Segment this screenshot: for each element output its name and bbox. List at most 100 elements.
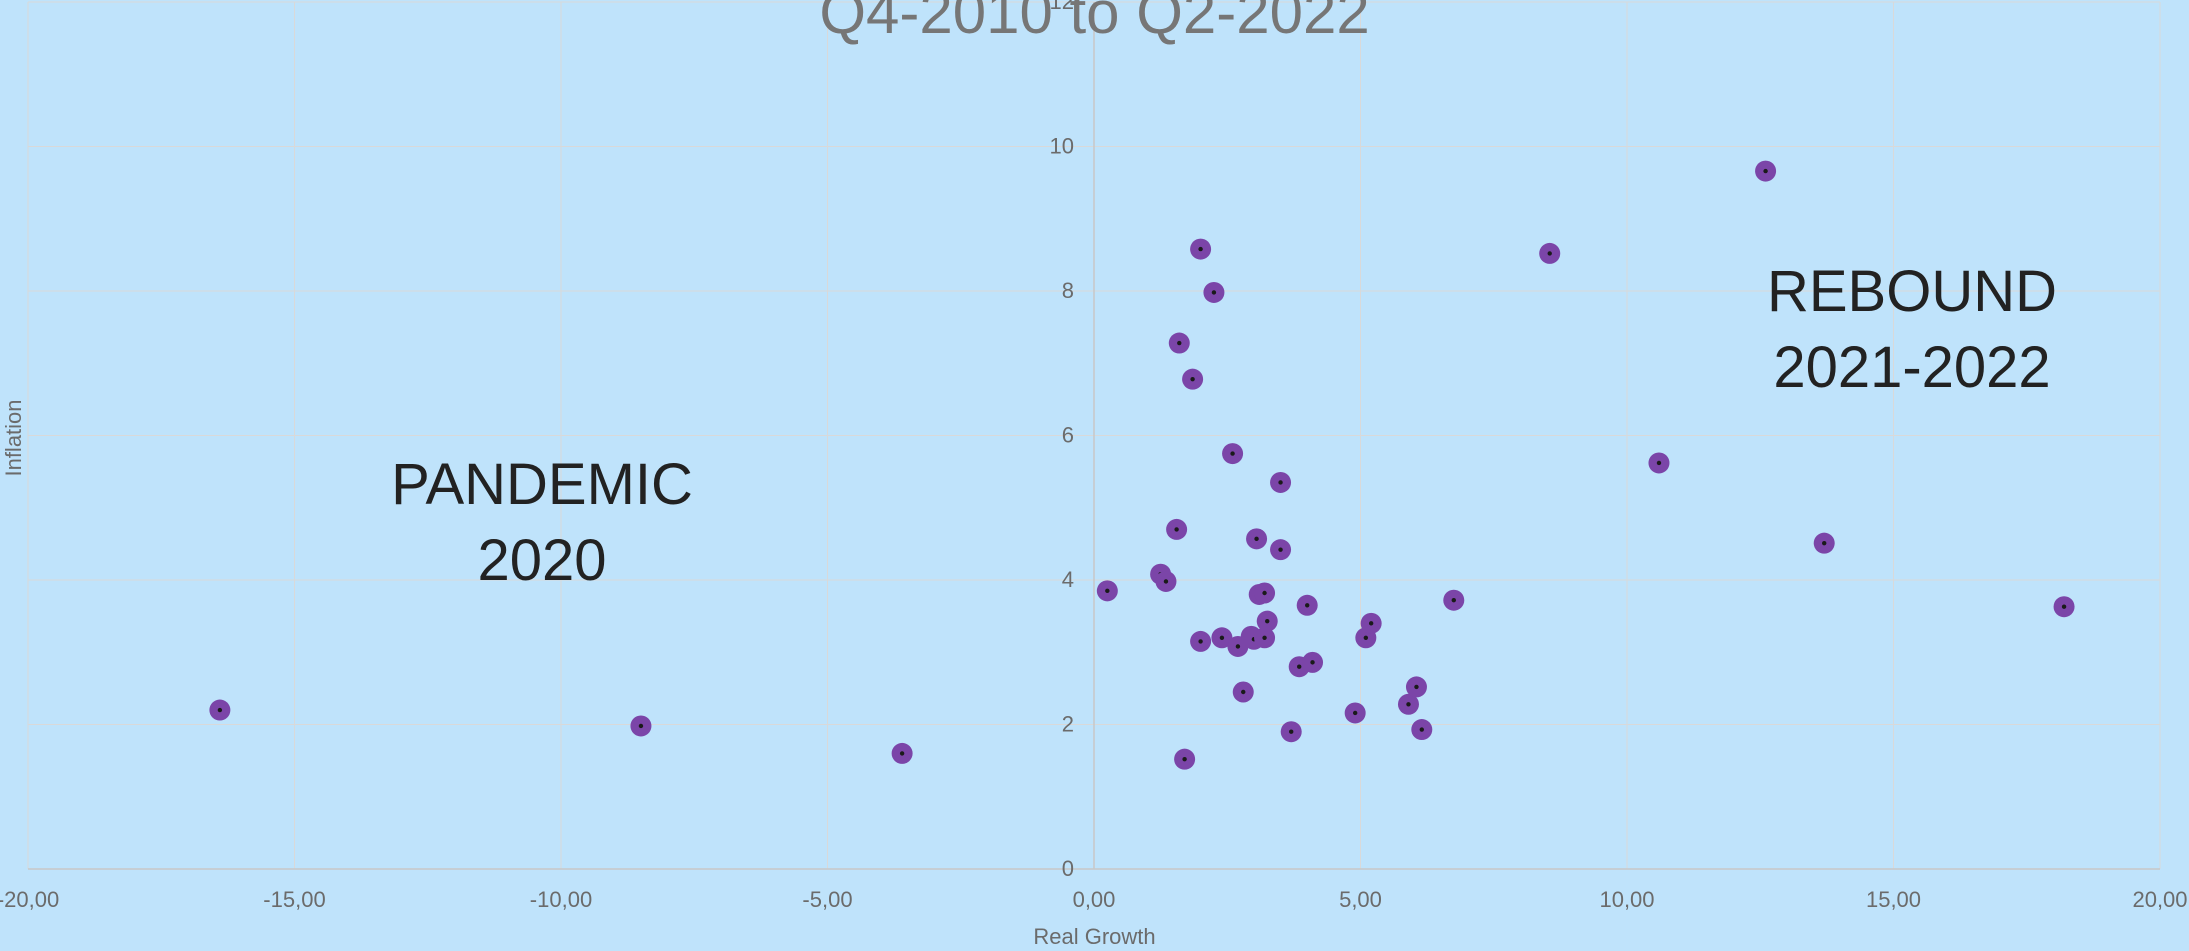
y-tick-label: 10 (1050, 134, 1074, 159)
data-point-center (1352, 710, 1358, 716)
data-point-center (1241, 689, 1246, 695)
data-point-center (1451, 598, 1456, 603)
annotation-pandemic-line1: PANDEMIC (391, 452, 693, 517)
data-point-center (1297, 664, 1302, 669)
data-point-40 (1755, 160, 1777, 182)
data-point-center (1262, 635, 1267, 640)
data-point-center (1419, 727, 1424, 732)
y-tick-label: 4 (1062, 567, 1074, 592)
data-point-center (1414, 684, 1419, 690)
data-point-center (899, 751, 905, 756)
data-point-23 (1254, 627, 1276, 649)
data-point-13 (1203, 281, 1225, 303)
data-point-2 (630, 715, 652, 737)
data-point-3 (891, 742, 913, 764)
data-point-center (1174, 527, 1179, 532)
x-tick-label: -15,00 (263, 887, 325, 912)
y-axis-label: Inflation (1, 399, 26, 477)
x-tick-label: 15,00 (1866, 887, 1921, 912)
data-point-center (1547, 251, 1552, 256)
x-tick-label: 0,00 (1073, 887, 1116, 912)
data-point-15 (1222, 443, 1244, 465)
data-point-22 (1254, 582, 1276, 604)
data-point-center (1310, 660, 1315, 665)
data-point-29 (1296, 594, 1318, 616)
x-tick-label: -5,00 (802, 887, 852, 912)
data-point-center (1656, 460, 1662, 466)
data-point-center (1163, 579, 1169, 584)
data-point-center (1763, 168, 1768, 174)
data-point-6 (1155, 570, 1177, 592)
data-point-33 (1360, 612, 1382, 634)
data-point-20 (1246, 528, 1268, 550)
data-point-37 (1443, 589, 1465, 611)
data-point-34 (1397, 693, 1419, 715)
x-tick-label: 5,00 (1339, 887, 1382, 912)
data-point-27 (1280, 721, 1302, 743)
data-point-9 (1174, 748, 1196, 770)
data-point-10 (1182, 368, 1204, 390)
axes (28, 2, 2160, 870)
data-point-center (217, 707, 223, 713)
data-point-11 (1190, 238, 1212, 260)
data-point-center (1235, 644, 1241, 649)
data-point-center (1305, 603, 1310, 608)
annotation-rebound: REBOUND 2021-2022 (1712, 254, 2112, 406)
data-point-center (1230, 451, 1235, 456)
chart-title: Q4-2010 to Q2-2022 (819, 0, 1370, 46)
data-point-center (1219, 635, 1225, 640)
data-point-26 (1270, 539, 1292, 561)
data-point-center (1262, 590, 1267, 596)
x-tick-label: -10,00 (530, 887, 592, 912)
data-point-25 (1270, 471, 1292, 493)
data-point-center (1368, 621, 1374, 626)
data-point-center (1278, 547, 1283, 552)
data-point-41 (1813, 532, 1835, 554)
data-point-42 (2053, 596, 2075, 618)
annotation-pandemic: PANDEMIC 2020 (342, 447, 742, 599)
data-point-36 (1411, 719, 1433, 741)
x-tick-label: 10,00 (1599, 887, 1654, 912)
data-point-center (1265, 618, 1270, 624)
data-point-center (1822, 540, 1827, 546)
data-point-center (1177, 340, 1182, 346)
x-tick-label: -20,00 (0, 887, 59, 912)
data-point-center (1190, 376, 1195, 382)
data-point-center (1289, 729, 1294, 734)
data-point-center (638, 723, 644, 729)
data-point-35 (1405, 676, 1427, 698)
data-point-38 (1539, 242, 1561, 264)
data-point-center (1406, 702, 1411, 707)
y-tick-label: 6 (1062, 423, 1074, 448)
x-tick-label: 20,00 (2132, 887, 2187, 912)
data-point-4 (1096, 580, 1118, 602)
annotation-rebound-line2: 2021-2022 (1773, 335, 2051, 400)
data-point-39 (1648, 452, 1670, 474)
data-point-17 (1232, 681, 1254, 703)
tick-labels: -20,00 -15,00 -10,00 -5,00 0,00 5,00 10,00 15,0… (0, 0, 2188, 912)
data-point-14 (1211, 627, 1233, 649)
data-point-center (1254, 536, 1259, 542)
y-tick-label: 12 (1050, 0, 1074, 14)
data-point-31 (1344, 702, 1366, 724)
x-axis-label: Real Growth (1033, 924, 1156, 949)
data-point-8 (1168, 332, 1190, 354)
data-point-center (1211, 290, 1217, 295)
data-point-center (1182, 756, 1187, 762)
data-point-center (1198, 639, 1203, 644)
data-point-30 (1302, 651, 1324, 673)
data-point-center (1278, 480, 1283, 485)
annotation-pandemic-line2: 2020 (477, 528, 607, 593)
y-tick-label: 8 (1062, 278, 1074, 303)
data-point-center (1105, 588, 1110, 594)
y-tick-label: 2 (1062, 712, 1074, 737)
data-point-7 (1166, 518, 1188, 540)
y-tick-label: 0 (1062, 856, 1074, 881)
data-points (209, 160, 2075, 770)
data-point-center (1363, 635, 1369, 640)
data-point-1 (209, 699, 231, 721)
data-point-center (2061, 604, 2067, 609)
annotation-rebound-line1: REBOUND (1766, 259, 2058, 324)
